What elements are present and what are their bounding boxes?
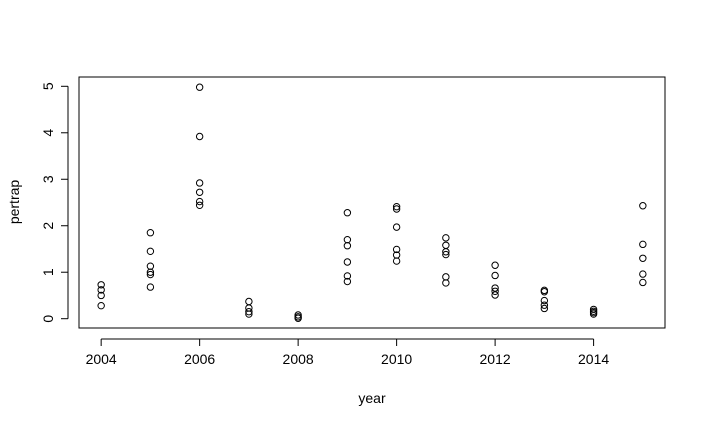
- data-point: [97, 286, 105, 294]
- data-point: [639, 240, 647, 249]
- data-point: [146, 262, 155, 270]
- y-axis: 0 1 2 3 4 5: [40, 82, 69, 323]
- data-point: [343, 272, 352, 280]
- y-tick-label: 1: [40, 268, 56, 276]
- data-point: [146, 283, 155, 291]
- data-point: [442, 234, 450, 242]
- data-point: [146, 229, 155, 237]
- y-axis-label: pertrap: [6, 180, 22, 225]
- data-point: [491, 284, 499, 292]
- y-tick-label: 5: [40, 82, 56, 90]
- data-point: [97, 291, 105, 300]
- data-points: [97, 83, 647, 322]
- data-point: [343, 242, 352, 250]
- y-tick-label: 2: [40, 222, 56, 230]
- plot-frame: [78, 76, 666, 329]
- x-tick-label: 2012: [480, 351, 511, 367]
- data-point: [245, 297, 253, 306]
- data-point: [392, 223, 401, 231]
- data-point: [442, 241, 450, 249]
- data-point: [392, 202, 401, 211]
- data-point: [146, 247, 155, 256]
- data-point: [639, 270, 647, 278]
- data-point: [146, 268, 155, 276]
- data-point: [639, 278, 647, 287]
- data-point: [97, 301, 105, 310]
- data-point: [442, 273, 450, 281]
- data-point: [639, 254, 647, 262]
- data-point: [392, 257, 401, 265]
- data-point: [442, 250, 450, 259]
- x-tick-label: 2004: [86, 351, 117, 367]
- data-point: [343, 258, 352, 266]
- data-point: [195, 132, 204, 141]
- data-point: [343, 209, 352, 217]
- data-point: [491, 271, 499, 280]
- x-tick-label: 2008: [283, 351, 314, 367]
- data-point: [589, 310, 598, 318]
- data-point: [97, 281, 105, 289]
- data-point: [245, 308, 253, 316]
- data-point: [343, 277, 352, 286]
- data-point: [294, 311, 302, 319]
- data-point: [245, 304, 253, 312]
- data-point: [589, 305, 598, 314]
- data-point: [540, 301, 549, 309]
- data-point: [294, 314, 302, 322]
- x-tick-label: 2006: [184, 351, 215, 367]
- data-point: [195, 201, 204, 209]
- x-axis: 2004 2006 2008 2010 2012 2014: [86, 338, 609, 367]
- data-point: [491, 291, 499, 299]
- data-point: [491, 261, 499, 269]
- data-point: [392, 205, 401, 213]
- data-point: [491, 287, 499, 295]
- data-point: [639, 202, 647, 210]
- x-tick-label: 2010: [381, 351, 412, 367]
- x-tick-label: 2014: [578, 351, 609, 367]
- x-axis-label: year: [358, 390, 386, 406]
- data-point: [245, 310, 253, 318]
- data-point: [442, 279, 450, 287]
- data-point: [195, 83, 204, 91]
- y-tick-label: 0: [40, 315, 56, 323]
- y-tick-label: 4: [40, 129, 56, 137]
- data-point: [146, 270, 155, 279]
- data-point: [392, 245, 401, 254]
- data-point: [540, 304, 549, 313]
- y-tick-label: 3: [40, 175, 56, 183]
- data-point: [195, 188, 204, 196]
- data-point: [442, 248, 450, 256]
- data-point: [540, 296, 549, 305]
- data-point: [195, 197, 204, 206]
- data-point: [540, 288, 549, 296]
- data-point: [195, 179, 204, 187]
- data-point: [343, 235, 352, 244]
